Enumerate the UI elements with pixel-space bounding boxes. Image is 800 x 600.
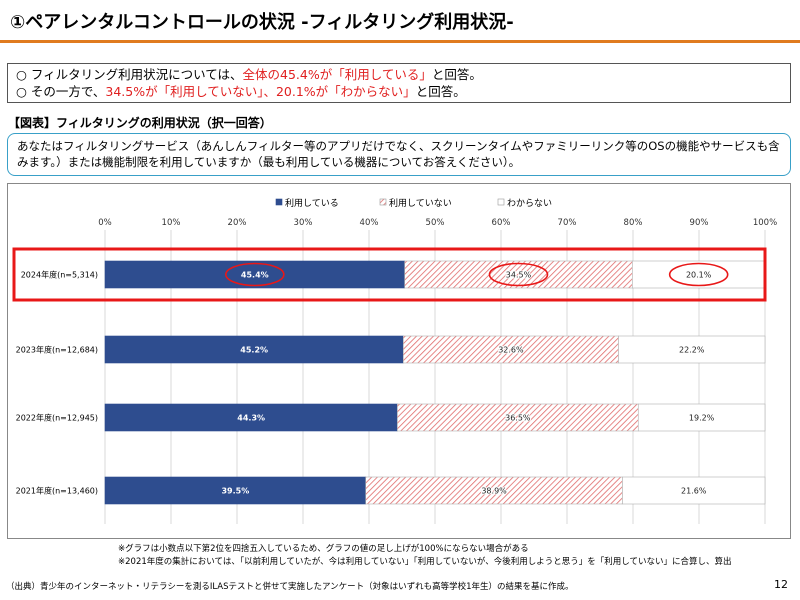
highlight-ellipse-2 xyxy=(488,262,549,287)
title-divider xyxy=(0,40,800,43)
source-note: （出典）青少年のインターネット・リテラシーを測るILASテストと併せて実施したア… xyxy=(6,582,574,592)
x-tick-label-10: 100% xyxy=(753,218,777,228)
summary-line-1-suffix: と回答。 xyxy=(431,67,482,82)
x-tick-label-8: 80% xyxy=(624,218,643,228)
summary-box: ○ フィルタリング利用状況については、全体の45.4%が「利用している」と回答。… xyxy=(7,63,791,103)
data-label-r1-s2: 32.6% xyxy=(498,346,524,355)
chart-legend: 利用している 利用していない わからない xyxy=(275,197,552,209)
category-label-1: 2023年度(n=12,684) xyxy=(16,345,98,355)
data-label-r0-s3: 20.1% xyxy=(686,271,712,280)
x-axis-ticks: 0% 10% 20% 30% 40% 50% 60% 70% 80% 90% 100% xyxy=(98,218,777,228)
data-label-r0-s1: 45.4% xyxy=(241,271,269,280)
data-label-r3-s1: 39.5% xyxy=(221,487,249,496)
data-label-r1-s3: 22.2% xyxy=(679,346,705,355)
bar-r0-s1 xyxy=(104,260,405,289)
category-label-2: 2022年度(n=12,945) xyxy=(16,413,98,423)
summary-line-2-suffix: と回答。 xyxy=(415,84,466,99)
highlight-ellipse-1 xyxy=(225,262,285,287)
summary-line-2-highlight: 34.5%が「利用していない」、20.1%が「わからない」 xyxy=(105,84,416,99)
bar-r2-s1 xyxy=(104,403,398,432)
figure-label: 【図表】フィルタリングの利用状況（択一回答） xyxy=(8,116,272,130)
bar-r1-s1 xyxy=(104,335,404,364)
bar-r3-s3 xyxy=(622,476,766,505)
x-tick-label-9: 90% xyxy=(690,218,709,228)
data-label-r3-s3: 21.6% xyxy=(681,487,707,496)
survey-question: あなたはフィルタリングサービス（あんしんフィルター等のアプリだけでなく、スクリー… xyxy=(7,133,791,176)
summary-line-2: ○ その一方で、34.5%が「利用していない」、20.1%が「わからない」と回答… xyxy=(16,83,782,100)
footnote-rounding: ※グラフは小数点以下第2位を四捨五入しているため、グラフの値の足し上げが100%… xyxy=(118,544,529,554)
page-number: 12 xyxy=(774,578,788,591)
chart-rows: 2024年度(n=5,314) 45.4% 34.5% 20.1% 2023年度(n=1… xyxy=(16,260,766,505)
footnote-2021: ※2021年度の集計においては、「以前利用していたが、今は利用していない」「利用… xyxy=(118,557,732,567)
x-tick-label-1: 10% xyxy=(162,218,181,228)
legend-swatch-1 xyxy=(275,198,283,206)
x-tick-label-2: 20% xyxy=(228,218,247,228)
summary-line-2-prefix: ○ その一方で、 xyxy=(16,84,106,99)
chart-frame: 利用している 利用していない わからない 0% 10% 20% 30% 40% 50% 60% 7… xyxy=(7,183,791,539)
bar-r0-s2 xyxy=(404,260,633,289)
legend-swatch-3 xyxy=(497,198,505,206)
summary-line-1: ○ フィルタリング利用状況については、全体の45.4%が「利用している」と回答。 xyxy=(16,66,782,83)
data-label-r3-s2: 38.9% xyxy=(481,487,507,496)
category-label-0: 2024年度(n=5,314) xyxy=(21,270,98,280)
legend-label-3: わからない xyxy=(507,198,552,209)
x-tick-label-4: 40% xyxy=(360,218,379,228)
data-label-r0-s2: 34.5% xyxy=(506,271,532,280)
page-title: ①ペアレンタルコントロールの状況 -フィルタリング利用状況- xyxy=(10,12,514,33)
bar-r1-s3 xyxy=(618,335,766,364)
legend-label-2: 利用していない xyxy=(389,197,452,209)
bar-r0-s3 xyxy=(632,260,766,289)
x-tick-label-0: 0% xyxy=(98,218,112,228)
bar-r2-s3 xyxy=(637,403,766,432)
stacked-bar-chart: 利用している 利用していない わからない 0% 10% 20% 30% 40% 50% 60% 7… xyxy=(12,197,777,524)
bar-r1-s2 xyxy=(403,335,619,364)
x-tick-label-7: 70% xyxy=(558,218,577,228)
bar-r3-s2 xyxy=(365,476,623,505)
summary-line-1-prefix: ○ フィルタリング利用状況については、 xyxy=(16,67,243,82)
category-label-3: 2021年度(n=13,460) xyxy=(16,486,98,496)
x-tick-label-3: 30% xyxy=(294,218,313,228)
data-label-r1-s1: 45.2% xyxy=(240,346,268,355)
highlight-box xyxy=(12,247,767,302)
bar-r3-s1 xyxy=(104,476,367,505)
summary-line-1-highlight: 全体の45.4%が「利用している」 xyxy=(242,67,432,82)
x-tick-label-6: 60% xyxy=(492,218,511,228)
x-tick-label-5: 50% xyxy=(426,218,445,228)
data-label-r2-s3: 19.2% xyxy=(689,414,715,423)
highlight-annotations xyxy=(12,247,767,302)
highlight-ellipse-3 xyxy=(668,262,729,287)
data-label-r2-s2: 36.5% xyxy=(505,414,531,423)
legend-label-1: 利用している xyxy=(285,197,339,209)
legend-swatch-2 xyxy=(379,198,387,206)
data-label-r2-s1: 44.3% xyxy=(237,414,265,423)
